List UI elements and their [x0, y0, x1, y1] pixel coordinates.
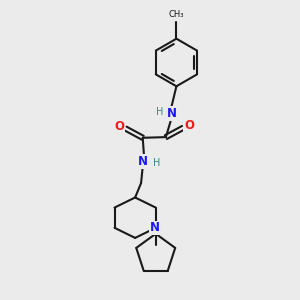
Text: N: N: [138, 155, 148, 168]
Text: H: H: [153, 158, 161, 168]
Text: N: N: [150, 221, 160, 234]
Text: H: H: [156, 107, 163, 117]
Text: CH₃: CH₃: [169, 11, 184, 20]
Text: N: N: [167, 107, 176, 120]
Text: O: O: [115, 120, 124, 133]
Text: O: O: [184, 119, 194, 132]
